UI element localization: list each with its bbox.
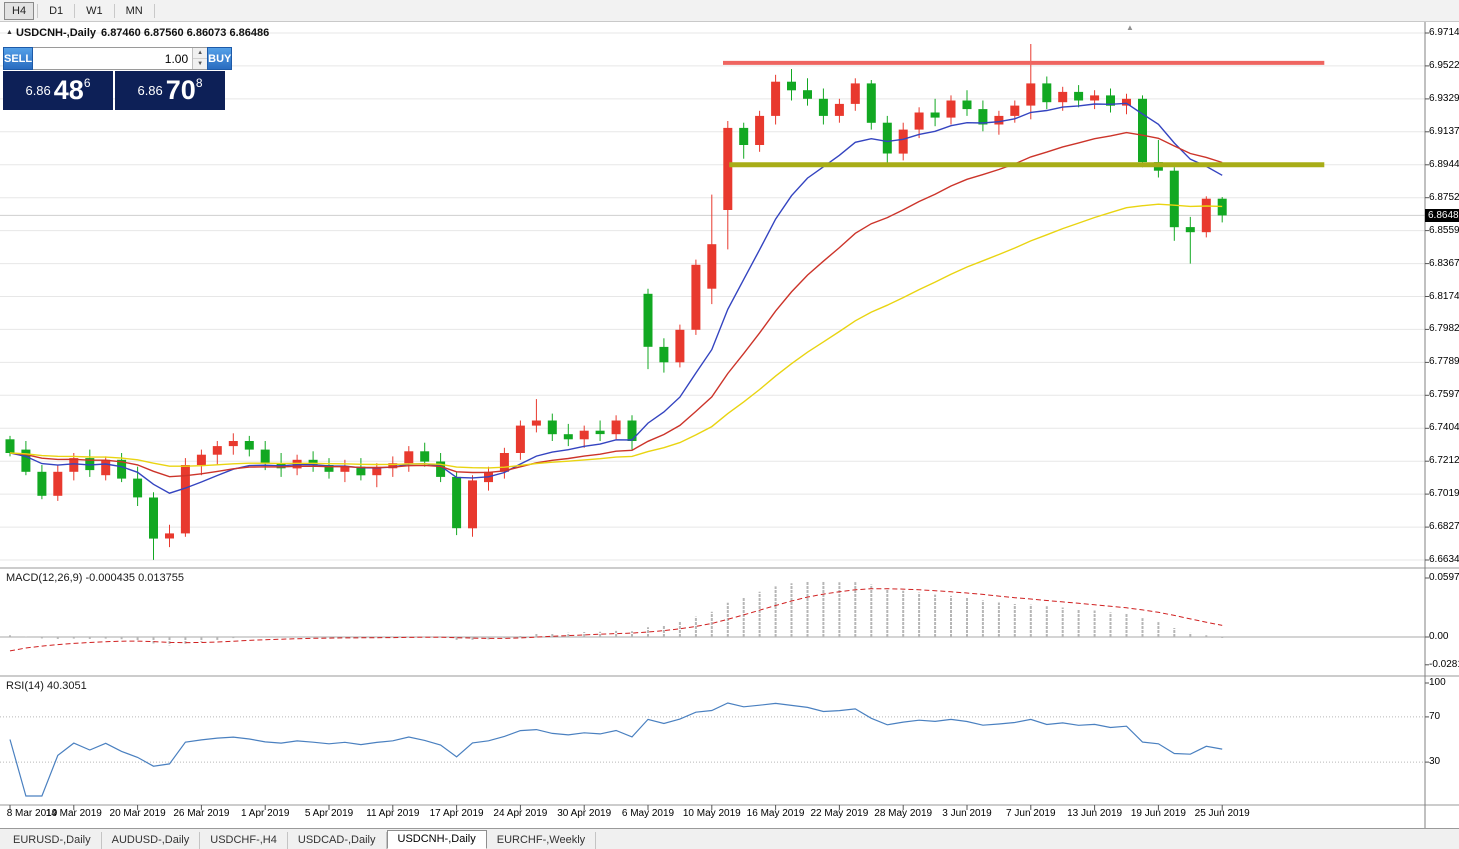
date-axis-label: 8 Mar 2019 [6,808,58,819]
chart-tab-eurusd-daily[interactable]: EURUSD-,Daily [3,832,102,849]
timeframe-toolbar: H4 D1 W1 MN [0,0,1459,22]
price-axis-label: 6.75970 [1429,389,1459,401]
sell-button[interactable]: SELL [3,47,34,70]
volume-box: ▲ ▼ [33,47,208,70]
date-axis-label: 19 Jun 2019 [1130,808,1186,819]
macd-indicator-label: MACD(12,26,9) -0.000435 0.013755 [6,572,184,584]
price-axis-label: 6.97145 [1429,27,1459,38]
rsi-axis-label: 70 [1429,710,1441,722]
date-axis-label: 3 Jun 2019 [942,808,992,819]
buy-price-pips: 70 [165,75,196,105]
volume-increase-button[interactable]: ▲ [193,48,208,59]
chart-title: ▲ USDCNH-,Daily 6.87460 6.87560 6.86073 6.… [6,27,269,39]
price-axis-label: 6.91370 [1429,125,1459,137]
volume-spinner: ▲ ▼ [192,48,208,69]
toolbar-divider [74,3,76,18]
date-axis-label: 16 May 2019 [746,808,805,819]
macd-axis-label: 0.059758 [1429,572,1459,583]
date-axis-label: 13 Jun 2019 [1067,808,1123,819]
date-axis-label: 14 Mar 2019 [45,808,102,819]
current-price-badge: 6.86486 [1425,208,1459,222]
date-axis-label: 17 Apr 2019 [429,808,484,819]
date-axis-label: 11 Apr 2019 [366,808,420,819]
macd-axis-label: -0.02816 [1429,658,1459,670]
volume-input[interactable] [33,48,193,69]
chart-tab-usdcnh-daily[interactable]: USDCNH-,Daily [386,830,487,849]
price-axis-label: 6.77895 [1429,356,1459,368]
price-axis-label: 6.89445 [1429,158,1459,170]
sell-price-pips: 48 [53,75,84,105]
chart-tab-usdchf-h4[interactable]: USDCHF-,H4 [200,832,288,849]
date-axis-label: 1 Apr 2019 [241,808,290,819]
moving-average-line-0 [9,102,1223,494]
one-click-trade-panel: SELL ▲ ▼ BUY 6.86 48 6 6.86 70 8 [3,47,233,110]
price-axis-label: 6.93295 [1429,92,1459,104]
price-axis-label: 6.70195 [1429,488,1459,500]
pane-collapse-icon: ▲ [1126,23,1134,32]
candlestick-series [5,44,1227,560]
timeframe-button-mn[interactable]: MN [125,4,143,17]
chart-tabs-bar: EURUSD-,Daily AUDUSD-,Daily USDCHF-,H4 USDC… [0,828,1459,849]
chart-tab-eurchf-weekly[interactable]: EURCHF-,Weekly [487,832,597,849]
buy-price-main: 6.86 [137,83,163,98]
rsi-line [9,702,1223,797]
price-axis-label: 6.81745 [1429,290,1459,302]
buy-price-point: 8 [195,76,203,90]
timeframe-button-w1[interactable]: W1 [86,4,103,17]
macd-axis-label: 0.00 [1429,631,1449,642]
date-axis-label: 28 May 2019 [874,808,933,819]
price-axis-label: 6.85595 [1429,224,1459,236]
rsi-axis-label: 30 [1429,756,1441,768]
price-axis-label: 6.87520 [1429,191,1459,203]
date-axis-label: 26 Mar 2019 [173,808,230,819]
price-axis-label: 6.83670 [1429,257,1459,269]
date-axis-label: 24 Apr 2019 [493,808,548,819]
chart-symbol-period: USDCNH-,Daily [15,27,97,39]
macd-signal-line [9,588,1223,652]
date-axis-label: 5 Apr 2019 [304,808,354,819]
chart-ohlc-values: 6.87460 6.87560 6.86073 6.86486 [101,27,270,39]
toolbar-divider [153,3,155,18]
buy-button[interactable]: BUY [207,47,233,70]
timeframe-button-h4[interactable]: H4 [4,1,35,20]
date-axis-label: 22 May 2019 [810,808,869,819]
toolbar-divider [37,3,39,18]
moving-average-line-1 [9,131,1223,478]
date-axis-label: 6 May 2019 [621,808,675,819]
date-axis-label: 10 May 2019 [682,808,741,819]
price-axis-label: 6.68270 [1429,521,1459,533]
moving-average-line-2 [9,203,1223,469]
toolbar-divider [113,3,115,18]
sell-price-main: 6.86 [25,83,51,98]
price-gridlines [0,32,1425,561]
price-axis-label: 6.74045 [1429,422,1459,434]
axis-ticks [9,32,1429,810]
buy-price-display[interactable]: 6.86 70 8 [115,71,225,110]
price-axis-label: 6.66345 [1429,554,1459,565]
date-axis-label: 7 Jun 2019 [1006,808,1056,819]
timeframe-button-d1[interactable]: D1 [49,4,64,17]
date-axis-label: 25 Jun 2019 [1194,808,1250,819]
chart-symbol-arrow-icon: ▲ [6,29,13,36]
chart-tab-usdcad-daily[interactable]: USDCAD-,Daily [288,832,387,849]
price-axis-label: 6.72120 [1429,455,1459,467]
date-axis-label: 20 Mar 2019 [109,808,166,819]
rsi-indicator-label: RSI(14) 40.3051 [6,680,87,692]
sell-price-point: 6 [83,76,91,90]
volume-decrease-button[interactable]: ▼ [193,59,208,69]
price-axis-label: 6.79820 [1429,323,1459,335]
macd-histogram [9,581,1224,646]
date-axis-label: 30 Apr 2019 [557,808,612,819]
sell-price-display[interactable]: 6.86 48 6 [3,71,113,110]
rsi-axis-label: 100 [1429,677,1446,688]
chart-tab-audusd-daily[interactable]: AUDUSD-,Daily [102,832,201,849]
price-axis-label: 6.95220 [1429,59,1459,71]
